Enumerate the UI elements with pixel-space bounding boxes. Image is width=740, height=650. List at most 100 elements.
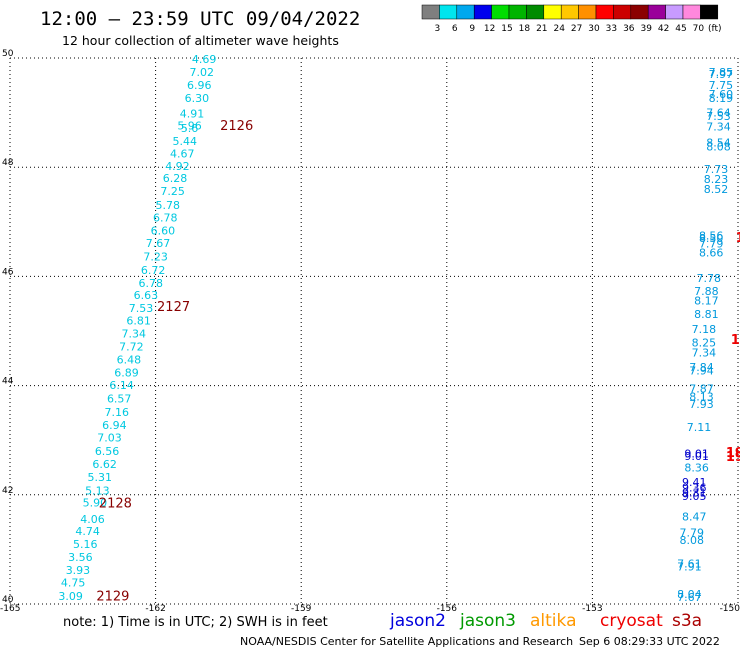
data-point-label: 7.78 <box>697 272 722 285</box>
legend-swatch <box>439 4 458 20</box>
y-tick-label: 40 <box>2 595 14 605</box>
data-point-label: 6.60 <box>151 225 176 238</box>
data-point-label: 6.30 <box>185 92 210 105</box>
data-point-label: 5.90 <box>83 496 108 509</box>
satellite-name-jason3: jason3 <box>459 611 516 631</box>
x-tick-label: -153 <box>582 604 602 614</box>
y-tick-label: 48 <box>2 158 14 168</box>
legend-swatch <box>543 4 562 20</box>
data-point-label: 7.23 <box>143 251 168 264</box>
data-point-label: 7.25 <box>160 185 185 198</box>
data-point-label: 4.69 <box>192 53 217 66</box>
legend-swatch <box>682 4 701 20</box>
data-point-label: 7.61 <box>677 558 702 571</box>
data-point-label: 6.56 <box>95 445 120 458</box>
data-point-label: 7.79 <box>699 238 724 251</box>
axis-ticks: -165 -162 -159 -156 -153 -150 40 42 44 46 48 50 <box>0 49 740 614</box>
data-point-label: 7.94 <box>689 364 714 377</box>
chart-title: 12:00 — 23:59 UTC 09/04/2022 <box>40 8 360 30</box>
data-point-label: 7.02 <box>189 66 214 79</box>
legend-unit: (ft) <box>708 24 722 34</box>
pass-number-label: 2129 <box>96 589 129 604</box>
data-point-label: 9.31 <box>682 487 707 500</box>
pass-number-label: 19 <box>736 231 740 246</box>
data-point-label: 4.75 <box>61 577 86 590</box>
data-point-label: 7.67 <box>677 591 702 604</box>
data-point-label: 6.78 <box>153 211 178 224</box>
data-point-label: 4.74 <box>75 525 100 538</box>
data-point-label: 8.47 <box>682 511 707 524</box>
data-point-label: 7.53 <box>706 110 731 123</box>
data-point-label: 7.16 <box>105 406 130 419</box>
data-point-label: 8.23 <box>704 173 729 186</box>
grid-lines <box>9 57 739 605</box>
data-point-label: 6.63 <box>134 289 159 302</box>
data-point-label: 9.01 <box>684 450 709 463</box>
legend-swatch <box>595 4 614 20</box>
data-point-label: 3.09 <box>58 590 83 603</box>
satellite-name-cryosat: cryosat <box>600 611 663 631</box>
data-points: 4.697.026.966.304.915.965.65.444.674.926… <box>58 53 733 604</box>
data-point-label: 6.57 <box>107 393 132 406</box>
data-point-label: 7.79 <box>680 526 705 539</box>
timestamp-text: Sep 6 08:29:33 UTC 2022 <box>579 635 720 648</box>
data-point-label: 6.81 <box>126 315 151 328</box>
data-point-label: 7.67 <box>146 237 171 250</box>
legend-swatch <box>578 4 597 20</box>
data-point-label: 6.28 <box>163 172 188 185</box>
legend-swatch <box>700 4 719 20</box>
legend-swatch <box>473 4 492 20</box>
data-point-label: 8.04 <box>677 588 702 601</box>
data-point-label: 7.88 <box>694 285 719 298</box>
data-point-label: 8.36 <box>684 462 709 475</box>
data-point-label: 7.75 <box>709 79 734 92</box>
pass-labels: 2126 2127 2128 2129 19311931 193 19 <box>96 119 740 604</box>
legend-tick-label: 9 <box>469 24 475 34</box>
legend-tick-label: 33 <box>606 24 617 34</box>
satellite-name-s3a: s3a <box>672 611 702 631</box>
data-point-label: 7.84 <box>689 361 714 374</box>
data-point-label: 7.03 <box>97 431 122 444</box>
data-point-label: 9.41 <box>682 476 707 489</box>
pass-number-label: 2127 <box>157 300 190 315</box>
data-point-label: 7.73 <box>704 163 729 176</box>
x-tick-label: -165 <box>0 604 20 614</box>
data-point-label: 9.01 <box>684 447 709 460</box>
data-point-label: 5.13 <box>85 484 110 497</box>
legend-tick-label: 27 <box>571 24 582 34</box>
data-point-label: 5.6 <box>181 122 199 135</box>
x-tick-label: -159 <box>291 604 312 614</box>
data-point-label: 4.06 <box>80 513 105 526</box>
data-point-label: 5.78 <box>155 199 180 212</box>
legend-swatch <box>560 4 579 20</box>
data-point-label: 9.36 <box>682 482 707 495</box>
legend-swatch <box>613 4 632 20</box>
data-point-label: 7.11 <box>687 421 712 434</box>
units-note: note: 1) Time is in UTC; 2) SWH is in fe… <box>63 615 328 630</box>
data-point-label: 4.91 <box>180 108 205 121</box>
y-tick-label: 44 <box>2 377 14 387</box>
data-point-label: 7.93 <box>689 398 714 411</box>
data-point-label: 6.62 <box>92 458 117 471</box>
data-point-label: 8.13 <box>689 391 714 404</box>
y-tick-label: 42 <box>2 486 13 496</box>
data-point-label: 8.66 <box>699 246 724 259</box>
legend-tick-label: 21 <box>536 24 547 34</box>
legend-tick-label: 24 <box>553 24 565 34</box>
data-point-label: 6.72 <box>141 264 166 277</box>
data-point-label: 8.54 <box>706 137 731 150</box>
data-point-label: 4.92 <box>165 160 190 173</box>
data-point-label: 7.87 <box>689 382 714 395</box>
data-point-label: 5.16 <box>73 538 98 551</box>
legend-tick-label: 15 <box>501 24 512 34</box>
data-point-label: 7.97 <box>709 68 734 81</box>
pass-number-label: 1931 <box>726 450 740 465</box>
data-point-label: 7.34 <box>706 120 731 133</box>
data-point-label: 9.05 <box>682 490 707 503</box>
legend-swatch <box>421 4 440 20</box>
legend-swatch <box>665 4 684 20</box>
y-tick-label: 50 <box>2 49 14 59</box>
data-point-label: 7.72 <box>119 340 144 353</box>
data-point-label: 7.18 <box>692 323 717 336</box>
